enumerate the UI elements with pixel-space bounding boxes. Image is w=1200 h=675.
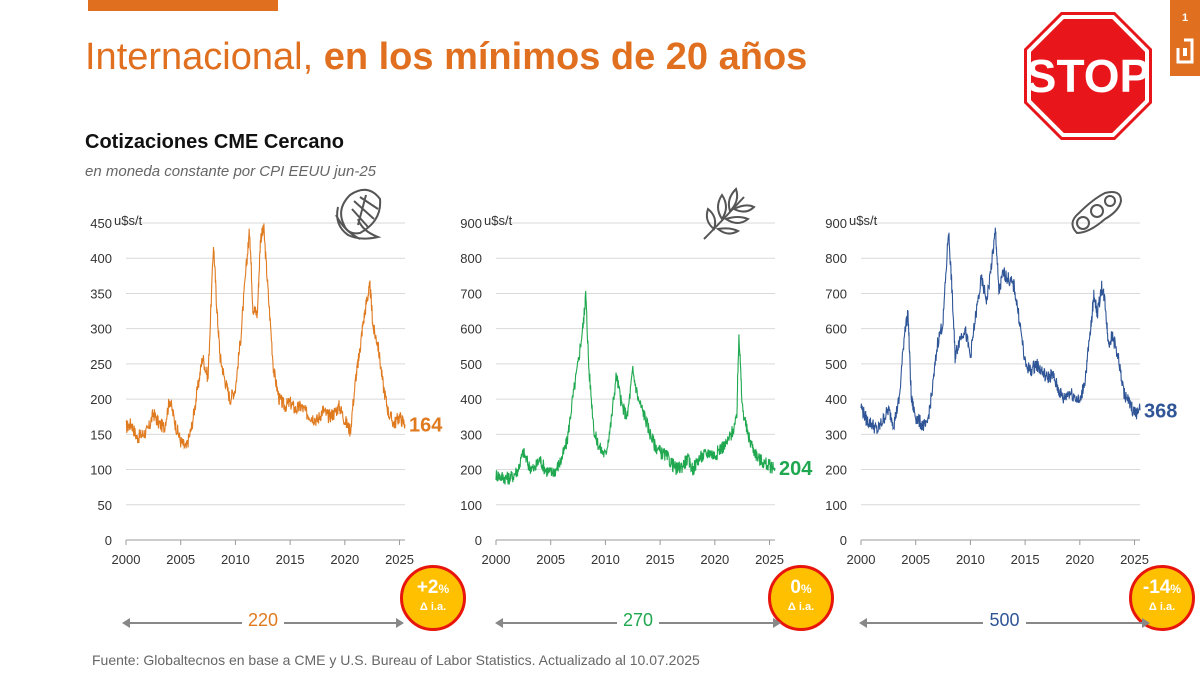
soy-yoy-label: Δ i.a. bbox=[1148, 601, 1176, 613]
x-tick-label: 2005 bbox=[536, 552, 565, 567]
y-tick-label: 400 bbox=[460, 392, 482, 407]
soybean-icon bbox=[1071, 191, 1123, 235]
corn-range-label: 220 bbox=[241, 610, 285, 630]
y-tick-label: 450 bbox=[90, 216, 112, 231]
y-tick-label: 0 bbox=[475, 533, 482, 548]
x-tick-label: 2020 bbox=[1065, 552, 1094, 567]
x-tick-label: 2025 bbox=[1120, 552, 1149, 567]
wheat-icon bbox=[703, 187, 756, 240]
x-tick-label: 2010 bbox=[956, 552, 985, 567]
corn-yoy-value: +2 bbox=[416, 577, 439, 598]
last-value-label: 164 bbox=[409, 414, 443, 436]
stop-sign-icon: STOP bbox=[1024, 12, 1152, 140]
y-tick-label: 400 bbox=[825, 392, 847, 407]
corn-yoy-badge: +2% Δ i.a. bbox=[400, 565, 466, 631]
y-tick-label: 800 bbox=[825, 251, 847, 266]
brand-logo bbox=[1170, 0, 1200, 76]
last-value-label: 368 bbox=[1144, 400, 1177, 422]
y-tick-label: 200 bbox=[460, 463, 482, 478]
soy-yoy-value: -14 bbox=[1142, 577, 1171, 598]
series-line bbox=[125, 223, 406, 450]
wheat-range-arrow: 270 bbox=[495, 610, 781, 634]
x-tick-label: 2020 bbox=[330, 552, 359, 567]
corn-icon bbox=[335, 188, 382, 240]
series-line bbox=[860, 227, 1141, 434]
y-tick-label: 100 bbox=[460, 498, 482, 513]
soy-yoy-unit: % bbox=[1170, 582, 1182, 596]
x-tick-label: 2000 bbox=[482, 552, 511, 567]
wheat-chart-panel: 0 100 200 300 400 500 600 700 800 900 u$s/t 2000 200… bbox=[440, 187, 813, 575]
title-bold: en los mínimos de 20 años bbox=[323, 36, 808, 78]
y-tick-label: 500 bbox=[825, 357, 847, 372]
y-tick-label: 300 bbox=[460, 427, 482, 442]
y-tick-label: 700 bbox=[460, 286, 482, 301]
page-number: 1 bbox=[1181, 12, 1189, 24]
y-tick-label: 300 bbox=[825, 427, 847, 442]
y-tick-label: 250 bbox=[90, 357, 112, 372]
soy-range-arrow: 500 bbox=[859, 610, 1150, 634]
y-axis-unit: u$s/t bbox=[114, 213, 143, 228]
y-tick-label: 500 bbox=[460, 357, 482, 372]
source-note: Fuente: Globaltecnos en base a CME y U.S… bbox=[92, 652, 700, 668]
x-tick-label: 2005 bbox=[166, 552, 195, 567]
corn-yoy-label: Δ i.a. bbox=[419, 601, 447, 613]
soy-range-label: 500 bbox=[983, 610, 1026, 630]
x-tick-label: 2010 bbox=[591, 552, 620, 567]
chart-section-title: Cotizaciones CME Cercano bbox=[85, 131, 344, 153]
corn-chart-panel: 0 50 100 150 200 250 300 350 400 450 u$s/t 2000 2005… bbox=[70, 188, 443, 575]
x-tick-label: 2010 bbox=[221, 552, 250, 567]
y-tick-label: 350 bbox=[90, 286, 112, 301]
x-tick-label: 2015 bbox=[276, 552, 305, 567]
corn-chart: 0 50 100 150 200 250 300 350 400 450 u$s/t 2000 2005… bbox=[90, 188, 443, 567]
x-tick-label: 2025 bbox=[755, 552, 784, 567]
wheat-yoy-value: 0 bbox=[790, 577, 801, 598]
x-tick-label: 2025 bbox=[385, 552, 414, 567]
corn-range-arrow: 220 bbox=[122, 610, 404, 634]
y-tick-label: 600 bbox=[460, 322, 482, 337]
x-tick-label: 2015 bbox=[1011, 552, 1040, 567]
soy-chart: 0 100 200 300 400 500 600 700 800 900 u$s/t 2000 200… bbox=[825, 191, 1177, 567]
wheat-range-label: 270 bbox=[616, 610, 660, 630]
y-tick-label: 100 bbox=[825, 498, 847, 513]
wheat-chart: 0 100 200 300 400 500 600 700 800 900 u$s/t 2000 200… bbox=[460, 187, 813, 567]
x-tick-label: 2005 bbox=[901, 552, 930, 567]
last-value-label: 204 bbox=[779, 458, 813, 480]
title-plain: Internacional, bbox=[85, 36, 314, 78]
soy-chart-panel: 0 100 200 300 400 500 600 700 800 900 u$s/t 2000 200… bbox=[805, 191, 1177, 575]
chart-section-subtitle: en moneda constante por CPI EEUU jun-25 bbox=[85, 163, 376, 180]
soy-yoy-badge: -14% Δ i.a. bbox=[1129, 565, 1195, 631]
y-tick-label: 700 bbox=[825, 286, 847, 301]
y-tick-label: 800 bbox=[460, 251, 482, 266]
y-tick-label: 0 bbox=[105, 533, 112, 548]
y-tick-label: 200 bbox=[90, 392, 112, 407]
y-tick-label: 900 bbox=[825, 216, 847, 231]
page-title: Internacional, en los mínimos de 20 años bbox=[85, 36, 807, 79]
x-tick-label: 2000 bbox=[112, 552, 141, 567]
series-line bbox=[495, 290, 776, 485]
wheat-yoy-label: Δ i.a. bbox=[787, 601, 815, 613]
y-tick-label: 300 bbox=[90, 322, 112, 337]
y-tick-label: 0 bbox=[840, 533, 847, 548]
stop-sign-text: STOP bbox=[1026, 50, 1150, 102]
logo-mark-icon bbox=[1176, 38, 1194, 64]
corn-yoy-unit: % bbox=[438, 582, 450, 596]
y-tick-label: 50 bbox=[98, 498, 112, 513]
x-tick-label: 2020 bbox=[700, 552, 729, 567]
y-axis-unit: u$s/t bbox=[849, 213, 878, 228]
y-axis-unit: u$s/t bbox=[484, 213, 513, 228]
wheat-yoy-unit: % bbox=[800, 582, 812, 596]
x-tick-label: 2015 bbox=[646, 552, 675, 567]
y-tick-label: 900 bbox=[460, 216, 482, 231]
y-tick-label: 100 bbox=[90, 463, 112, 478]
y-tick-label: 200 bbox=[825, 463, 847, 478]
top-accent-bar bbox=[88, 0, 278, 11]
y-tick-label: 600 bbox=[825, 322, 847, 337]
x-tick-label: 2000 bbox=[847, 552, 876, 567]
y-tick-label: 150 bbox=[90, 427, 112, 442]
y-tick-label: 400 bbox=[90, 251, 112, 266]
